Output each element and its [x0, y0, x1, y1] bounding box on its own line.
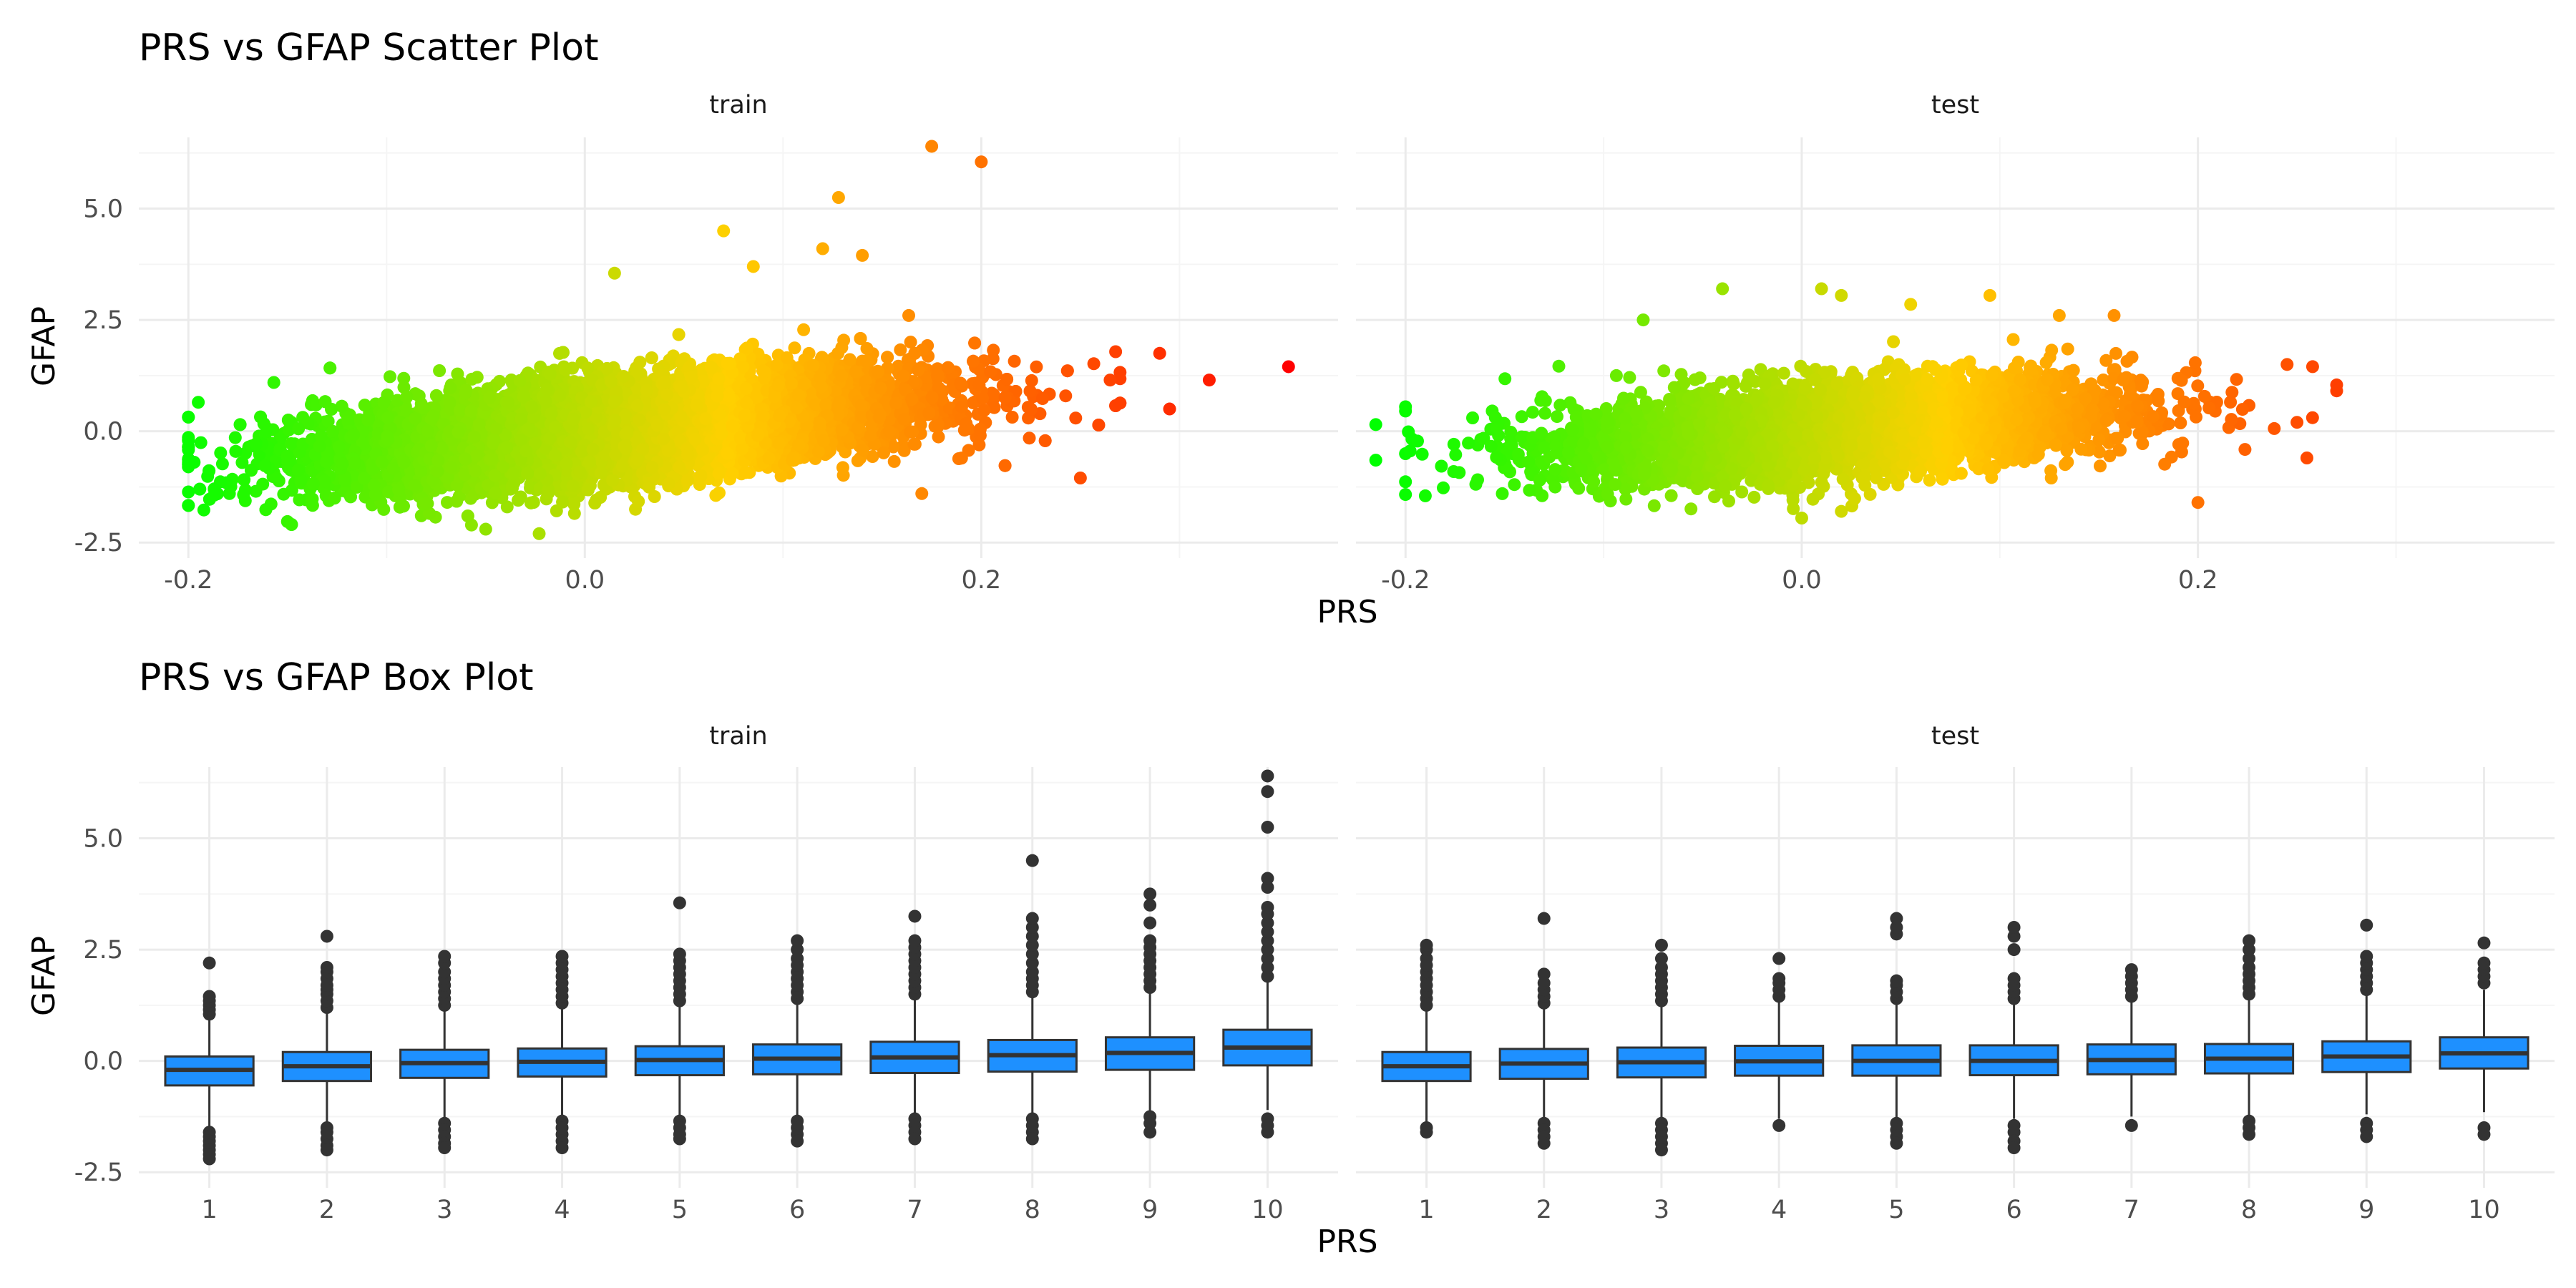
scatter-point: [397, 371, 411, 385]
scatter-title: PRS vs GFAP Scatter Plot: [139, 26, 598, 69]
scatter-point: [1008, 354, 1021, 368]
scatter-point: [887, 454, 901, 468]
scatter-point: [859, 354, 873, 368]
scatter-x-axis-title: PRS: [1317, 594, 1377, 630]
scatter-point: [1005, 411, 1019, 424]
scatter-point: [532, 527, 546, 540]
panel-strip-label: train: [709, 91, 767, 119]
scatter-point: [215, 457, 229, 471]
scatter-point: [1023, 431, 1036, 445]
scatter-point: [987, 343, 1000, 357]
scatter-y-axis-title: GFAP: [26, 306, 62, 386]
scatter-point: [228, 431, 242, 444]
scatter-point: [256, 477, 270, 491]
scatter-point: [194, 436, 208, 449]
scatter-point: [223, 487, 236, 500]
scatter-points: [182, 140, 1295, 540]
scatter-chart: PRS vs GFAP Scatter Plot PRS GFAP train-…: [26, 26, 2555, 630]
scatter-point: [1087, 357, 1101, 371]
scatter-point: [797, 323, 811, 336]
scatter-point: [433, 364, 447, 377]
scatter-panel-train: train-0.2 0.0 0.2-2.50.02.55.0: [74, 91, 1338, 595]
scatter-point: [1059, 389, 1073, 403]
